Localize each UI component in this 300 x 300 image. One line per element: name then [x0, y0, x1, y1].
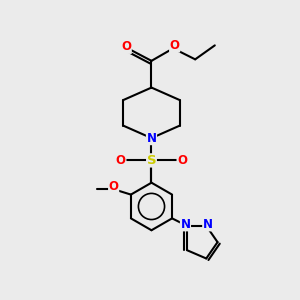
Text: O: O [121, 40, 131, 53]
Text: N: N [203, 218, 213, 231]
Text: S: S [147, 154, 156, 167]
Text: O: O [170, 39, 180, 52]
Text: O: O [109, 180, 119, 193]
Text: N: N [181, 218, 190, 231]
Text: O: O [116, 154, 126, 167]
Text: O: O [177, 154, 187, 167]
Text: N: N [146, 132, 157, 145]
